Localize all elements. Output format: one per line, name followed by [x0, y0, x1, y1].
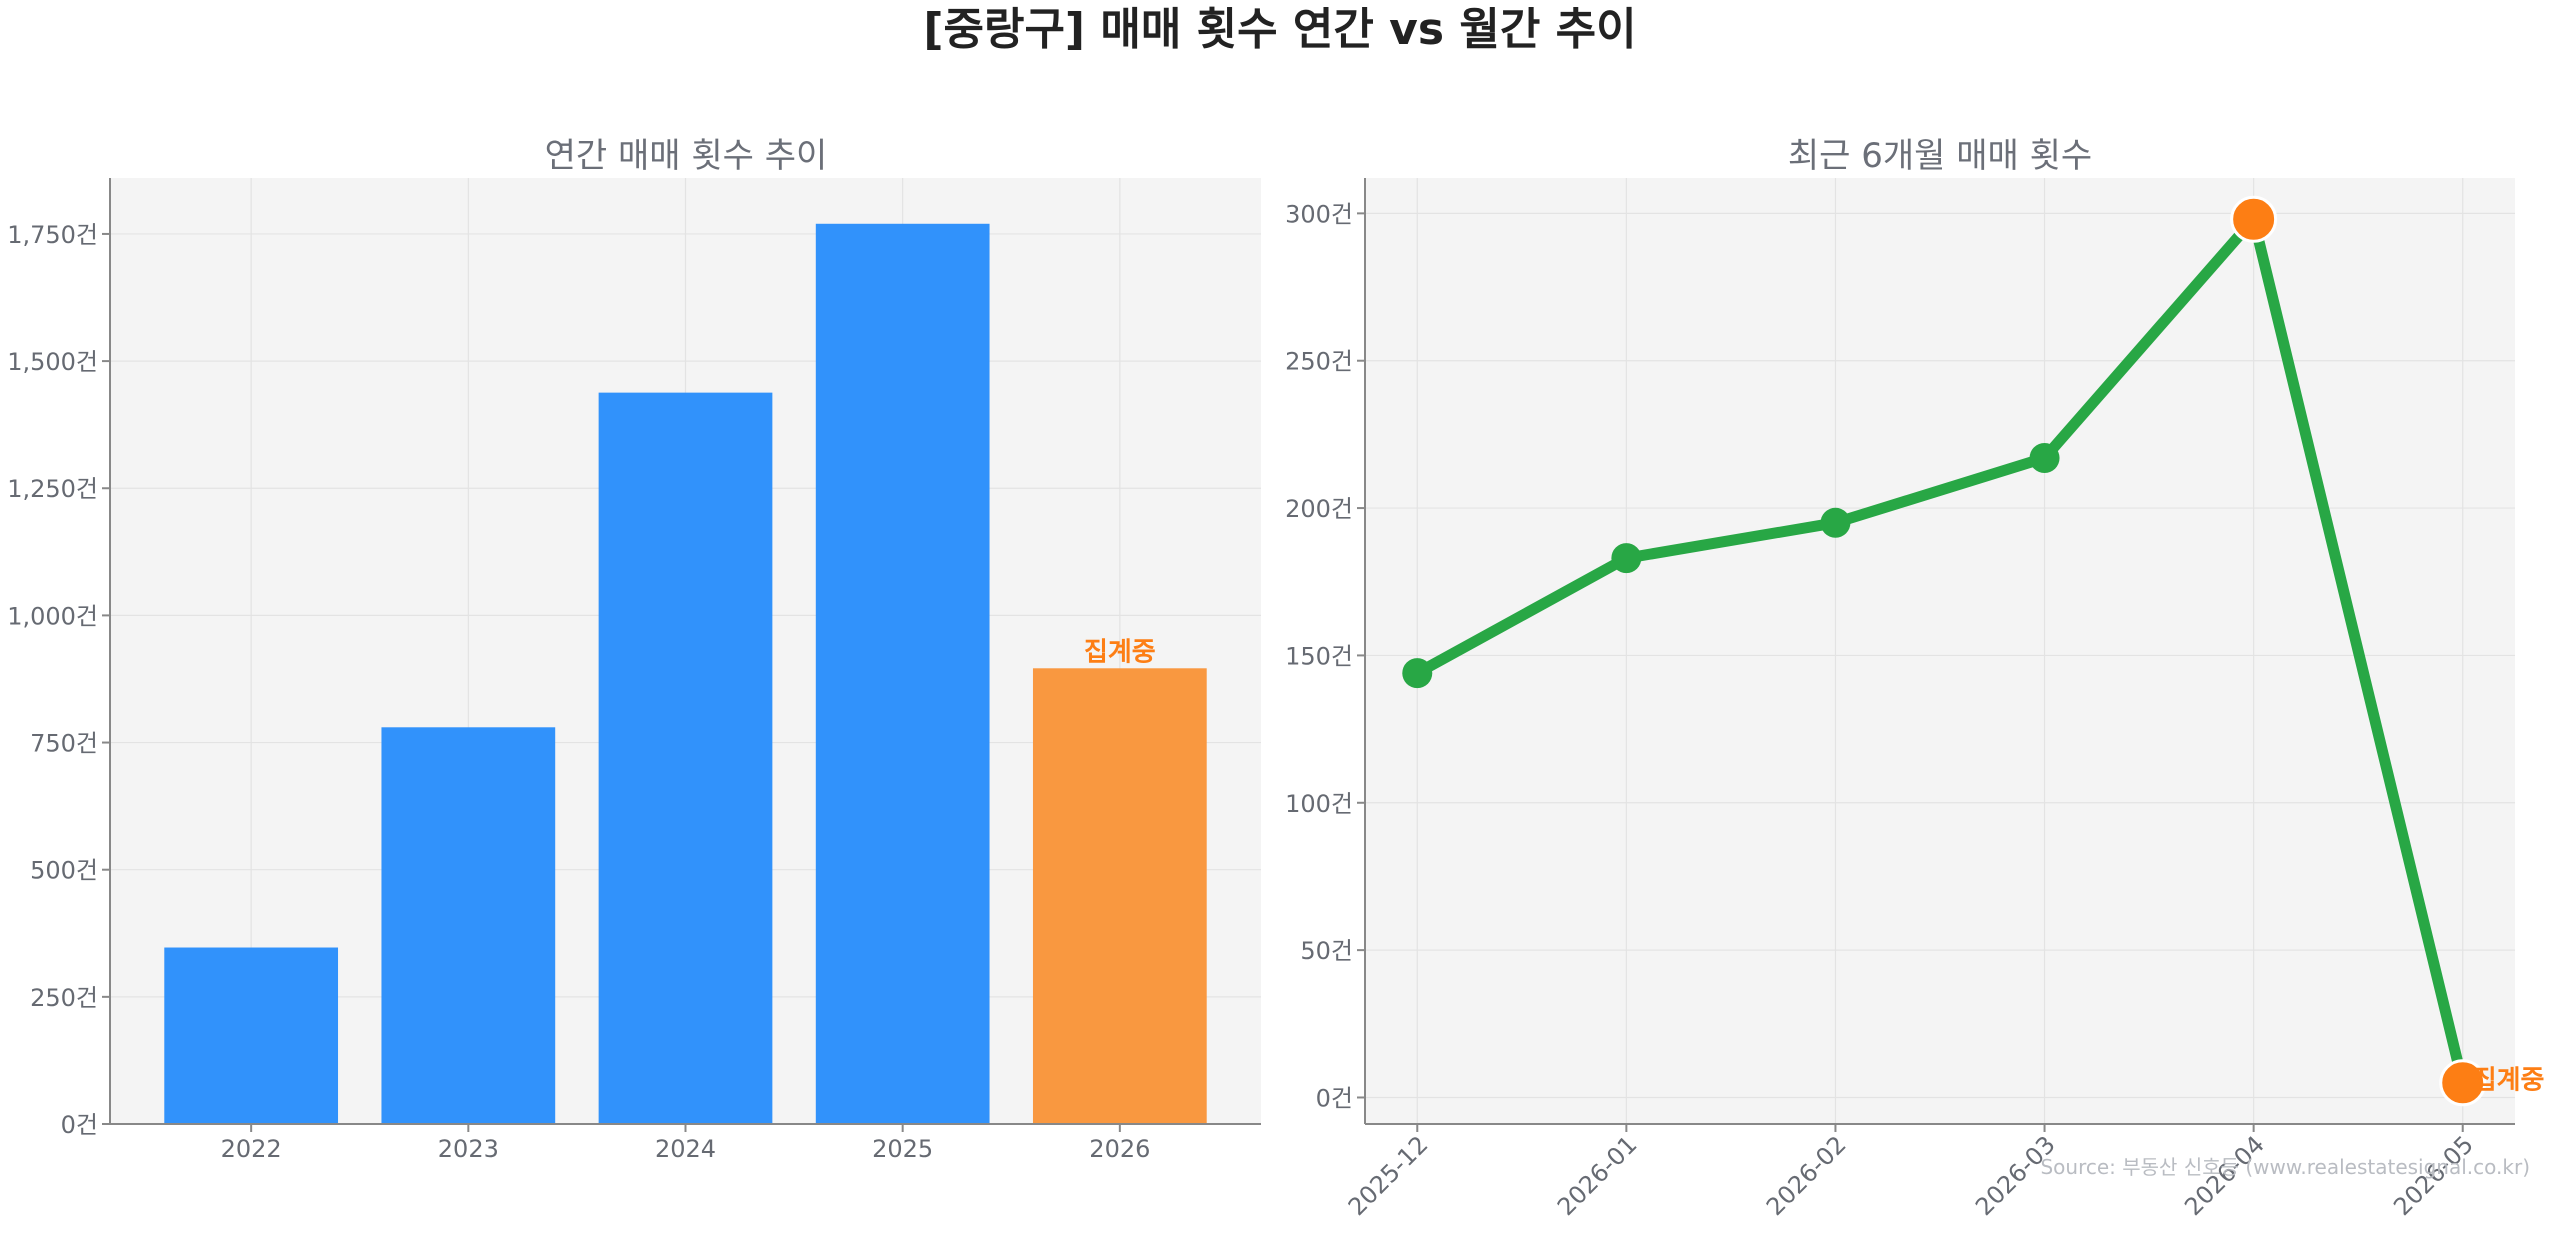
annual-y-tick-label: 250건	[30, 984, 98, 1012]
monthly-x-tick-label: 2026-02	[1761, 1130, 1852, 1221]
monthly-annotation: 집계중	[2473, 1066, 2545, 1096]
monthly-y-tick-label: 150건	[1285, 642, 1353, 670]
annual-bar-2023	[381, 727, 556, 1124]
annual-x-tick-label: 2026	[1089, 1135, 1150, 1163]
monthly-y-tick-label: 250건	[1285, 348, 1353, 376]
monthly-x-tick-label: 2025-12	[1343, 1130, 1434, 1221]
monthly-y-tick-label: 200건	[1285, 495, 1353, 523]
annual-y-tick-label: 1,250건	[7, 475, 98, 503]
monthly-y-tick-label: 0건	[1316, 1084, 1353, 1112]
monthly-y-tick-label: 100건	[1285, 790, 1353, 818]
monthly-chart-title: 최근 6개월 매매 횟수	[1788, 136, 2092, 176]
annual-bar-chart: 0건 250건 500건 750건 1,000건 1,250건 1,500건 1,750건 2…	[7, 136, 1261, 1163]
annual-y-tick-labels: 0건 250건 500건 750건 1,000건 1,250건 1,500건 1,750건	[7, 221, 110, 1139]
annual-y-tick-label: 1,750건	[7, 221, 98, 249]
source-credit: Source: 부동산 신호등 (www.realestatesignal.co…	[2040, 1155, 2530, 1179]
monthly-y-tick-label: 50건	[1300, 937, 1353, 965]
annual-x-tick-label: 2024	[655, 1135, 716, 1163]
annual-x-tick-label: 2022	[221, 1135, 282, 1163]
monthly-y-tick-label: 300건	[1285, 200, 1353, 228]
annual-bar-2025	[815, 223, 990, 1125]
monthly-line-chart: 0건 50건 100건 150건 200건 250건 300건 2025-12 2026-01…	[1285, 136, 2544, 1221]
monthly-plot-background	[1365, 178, 2515, 1124]
annual-bar-2024	[598, 392, 773, 1124]
monthly-marker-2026-04	[2230, 195, 2278, 243]
monthly-markers	[1402, 195, 2487, 1107]
monthly-y-tick-labels: 0건 50건 100건 150건 200건 250건 300건	[1285, 200, 1365, 1112]
annual-y-tick-label: 1,500건	[7, 348, 98, 376]
annual-y-tick-label: 500건	[30, 857, 98, 885]
annual-y-tick-label: 1,000건	[7, 602, 98, 630]
annual-x-tick-label: 2025	[872, 1135, 933, 1163]
monthly-marker-2026-05	[2439, 1059, 2487, 1107]
monthly-marker-2026-01	[1611, 543, 1642, 574]
annual-y-tick-label: 0건	[61, 1111, 98, 1139]
annual-bar-2022	[164, 947, 339, 1124]
monthly-marker-2026-02	[1820, 507, 1851, 538]
annual-bar-2026	[1032, 668, 1207, 1124]
monthly-series-line	[1411, 213, 2469, 1089]
figure-title: [중랑구] 매매 횟수 연간 vs 월간 추이	[923, 4, 1636, 55]
monthly-marker-2026-03	[2029, 442, 2060, 473]
annual-chart-title: 연간 매매 횟수 추이	[545, 136, 828, 176]
annual-annotation: 집계중	[1084, 637, 1156, 667]
monthly-marker-2025-12	[1402, 658, 1433, 689]
annual-bars	[164, 223, 1207, 1125]
monthly-x-tick-label: 2026-01	[1552, 1130, 1643, 1221]
annual-y-tick-label: 750건	[30, 730, 98, 758]
annual-x-tick-label: 2023	[438, 1135, 499, 1163]
annual-x-tick-labels: 2022 2023 2024 2025 2026	[221, 1124, 1150, 1163]
monthly-gridlines	[1365, 178, 2515, 1124]
